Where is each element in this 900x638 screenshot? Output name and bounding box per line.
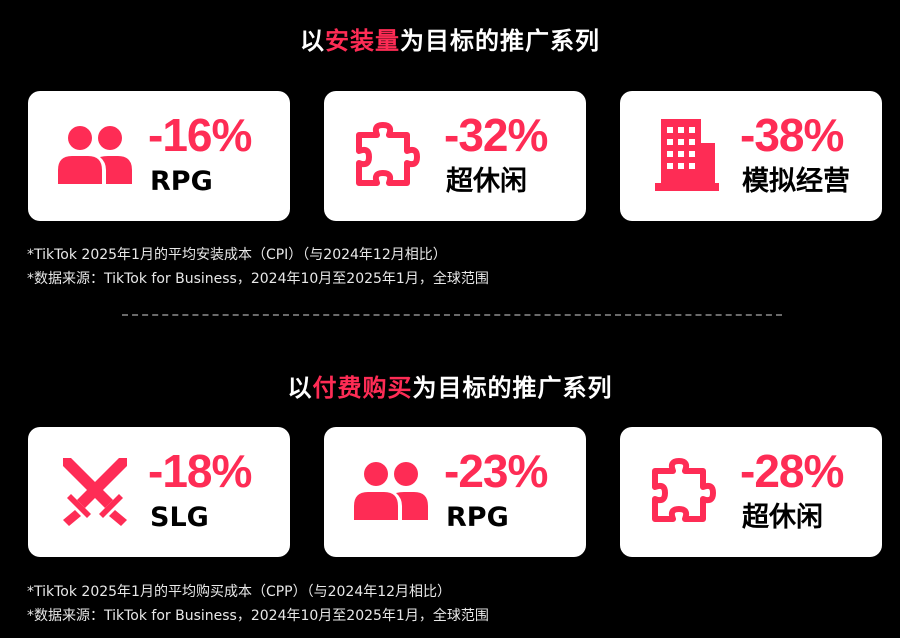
card-purchase-rpg: -23% RPG — [324, 427, 586, 557]
footnote-cpi: *TikTok 2025年1月的平均安装成本（CPI）（与2024年12月相比） — [27, 247, 447, 263]
title-highlight: 付费购买 — [312, 374, 413, 402]
footnote-cpp: *TikTok 2025年1月的平均购买成本（CPP）（与2024年12月相比） — [27, 584, 452, 600]
cost-change-value: -18% — [148, 445, 252, 497]
card-install-hypercasual: -32% 超休闲 — [324, 91, 586, 221]
title-suffix: 为目标的推广系列 — [412, 374, 613, 402]
puzzle-icon — [648, 455, 726, 525]
people-icon — [352, 455, 430, 525]
card-install-rpg: -16% RPG — [28, 91, 290, 221]
cost-change-value: -28% — [740, 445, 844, 497]
building-icon — [648, 119, 726, 191]
cost-change-value: -38% — [740, 109, 844, 161]
genre-label: 超休闲 — [446, 166, 527, 197]
genre-label: 模拟经营 — [742, 166, 850, 197]
cost-change-value: -16% — [148, 109, 252, 161]
section-title-purchase: 以付费购买为目标的推广系列 — [0, 368, 900, 403]
cost-change-value: -32% — [444, 109, 548, 161]
title-highlight: 安装量 — [325, 27, 400, 55]
cost-change-value: -23% — [444, 445, 548, 497]
title-suffix: 为目标的推广系列 — [400, 27, 600, 55]
genre-label: RPG — [150, 166, 213, 197]
section-title-install: 以安装量为目标的推广系列 — [0, 21, 900, 56]
genre-label: RPG — [446, 502, 509, 533]
card-install-simulation: -38% 模拟经营 — [620, 91, 882, 221]
footnote-source: *数据来源：TikTok for Business，2024年10月至2025年… — [27, 608, 489, 624]
puzzle-icon — [352, 119, 430, 189]
title-prefix: 以 — [287, 374, 313, 402]
dashed-divider — [122, 314, 782, 316]
card-purchase-slg: -18% SLG — [28, 427, 290, 557]
genre-label: 超休闲 — [742, 502, 823, 533]
footnote-source: *数据来源：TikTok for Business，2024年10月至2025年… — [27, 271, 489, 287]
title-prefix: 以 — [300, 27, 325, 55]
crossed-swords-icon — [56, 455, 134, 526]
genre-label: SLG — [150, 502, 209, 533]
card-purchase-hypercasual: -28% 超休闲 — [620, 427, 882, 557]
people-icon — [56, 119, 134, 189]
